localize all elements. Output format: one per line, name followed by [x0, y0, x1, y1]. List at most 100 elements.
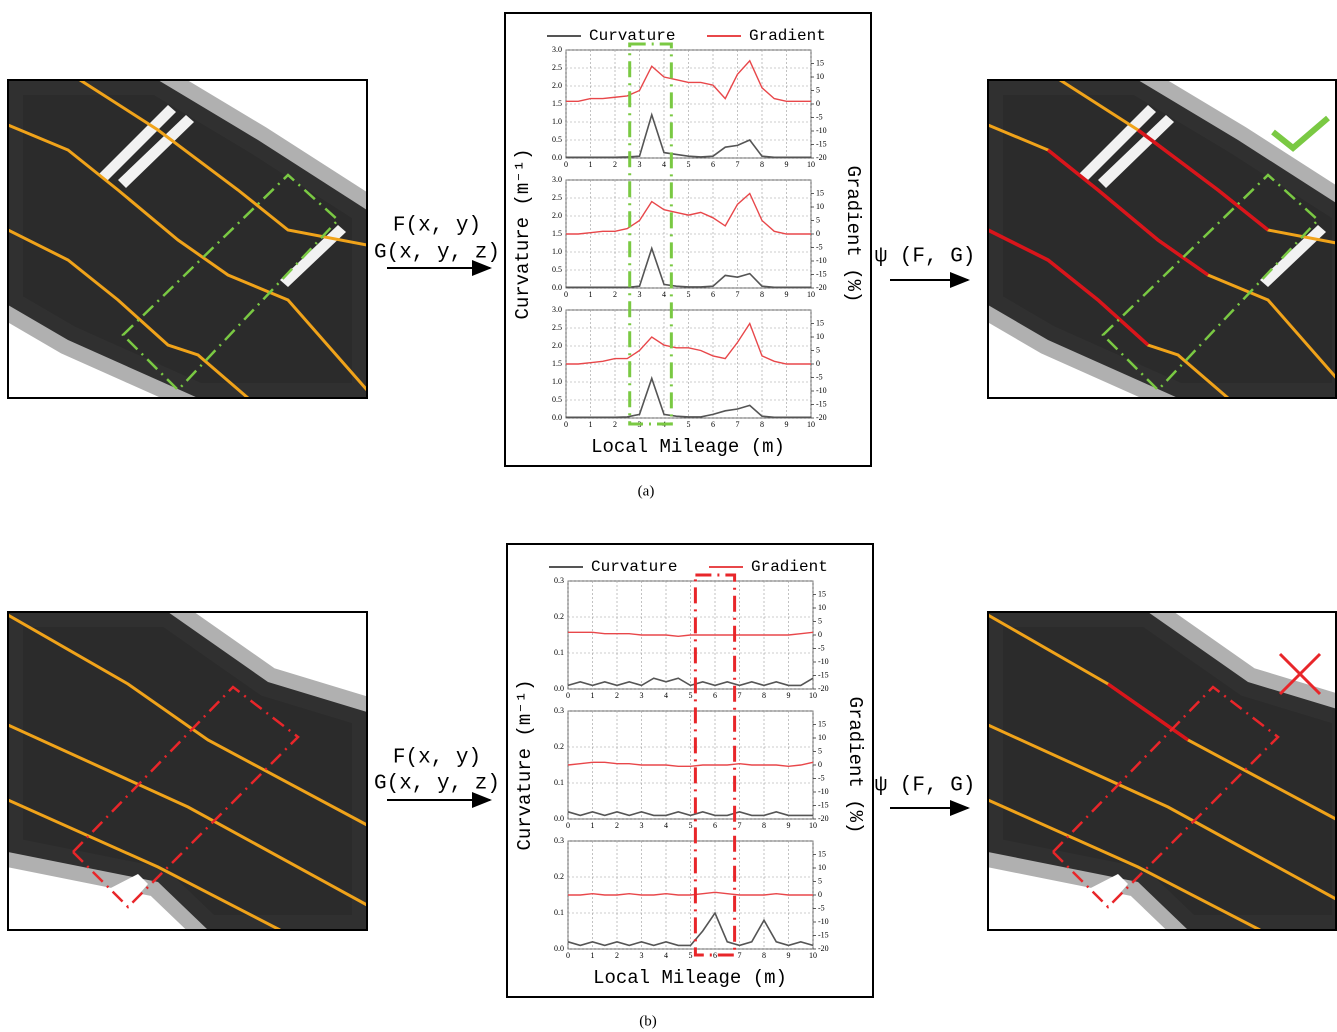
y2-tick-label: 0 — [816, 99, 820, 108]
y-tick-label: 0.5 — [552, 395, 562, 404]
legend-label: Curvature — [589, 27, 675, 45]
x-tick-label: 2 — [615, 691, 619, 700]
crosswalk — [118, 115, 194, 188]
x-axis-label: Local Mileage (m) — [591, 436, 785, 458]
crosswalk — [1098, 115, 1174, 188]
y2-tick-label: 15 — [818, 719, 826, 728]
x-tick-label: 6 — [713, 821, 717, 830]
lane-line — [8, 613, 367, 827]
image-border — [987, 611, 1337, 931]
image-content — [8, 80, 367, 398]
input-image — [7, 611, 368, 931]
check-mark — [1271, 115, 1330, 152]
y-tick-label: 0.2 — [554, 872, 564, 881]
x-tick-label: 4 — [664, 951, 668, 960]
y2-tick-label: 10 — [818, 863, 826, 872]
x-tick-label: 8 — [760, 420, 764, 429]
region-box — [71, 685, 300, 909]
gradient-line — [566, 59, 811, 102]
x-tick-label: 0 — [564, 420, 568, 429]
y2-tick-label: 5 — [816, 345, 820, 354]
x-tick-label: 5 — [689, 821, 693, 830]
y2-tick-label: 10 — [818, 733, 826, 742]
y2-tick-label: 0 — [816, 229, 820, 238]
x-tick-label: 7 — [738, 821, 742, 830]
road-surface — [8, 80, 367, 398]
x-tick-label: 9 — [787, 951, 791, 960]
x-axis-label: Local Mileage (m) — [593, 967, 787, 989]
x-tick-label: 7 — [736, 160, 740, 169]
x-tick-label: 4 — [662, 290, 666, 299]
y2-tick-label: -15 — [816, 139, 827, 148]
gradient-line — [568, 891, 813, 896]
road-gap — [1083, 874, 1128, 907]
x-tick-label: 5 — [687, 420, 691, 429]
road-texture — [988, 80, 1336, 398]
x-tick-label: 2 — [613, 420, 617, 429]
y-tick-label: 0.0 — [554, 814, 564, 823]
y2-tick-label: 5 — [818, 876, 822, 885]
region-box — [121, 173, 340, 392]
y-tick-label: 1.0 — [552, 247, 562, 256]
y-tick-label: 0.0 — [554, 684, 564, 693]
region-box — [1051, 685, 1280, 909]
caption: (a) — [638, 483, 655, 499]
legend-label: Gradient — [751, 558, 828, 576]
y2-tick-label: -15 — [816, 399, 827, 408]
x-tick-label: 8 — [762, 951, 766, 960]
detected-segment — [1046, 148, 1210, 277]
subplot: 0 1 2 3 4 5 6 7 8 9 100.00.51.01.52.02.53.0-20-15-… — [552, 305, 827, 429]
x-tick-label: 5 — [689, 951, 693, 960]
lane-line — [988, 798, 1261, 930]
x-tick-label: 1 — [589, 420, 593, 429]
y-tick-label: 0.0 — [552, 153, 562, 162]
curvature-line — [566, 112, 811, 159]
x-tick-label: 6 — [711, 160, 715, 169]
lane-line — [8, 123, 367, 391]
y-tick-label: 1.0 — [552, 117, 562, 126]
y2-tick-label: 5 — [818, 746, 822, 755]
y2-tick-label: -15 — [816, 269, 827, 278]
x-tick-label: 9 — [785, 420, 789, 429]
y2-tick-label: 5 — [816, 85, 820, 94]
arrow-label: G(x, y, z) — [374, 242, 500, 265]
y2-tick-label: -15 — [818, 800, 829, 809]
y2-axis-label: Gradient (%) — [844, 697, 866, 834]
y-tick-label: 2.5 — [552, 63, 562, 72]
road-texture — [988, 612, 1336, 930]
x-tick-label: 1 — [589, 160, 593, 169]
y-tick-label: 2.0 — [552, 211, 562, 220]
subplot: 0 1 2 3 4 5 6 7 8 9 10 0.0 0.1 0.2 0.3 -20 -15 -10 -5 0 5 10 1… — [554, 576, 829, 700]
x-tick-label: 3 — [640, 951, 644, 960]
y-tick-label: 0.5 — [552, 135, 562, 144]
y-tick-label: 2.5 — [552, 323, 562, 332]
x-tick-label: 1 — [589, 290, 593, 299]
subplot: 0 1 2 3 4 5 6 7 8 9 100.00.51.01.52.02.53.0-20-15-… — [552, 45, 827, 169]
x-tick-label: 6 — [711, 420, 715, 429]
x-tick-label: 9 — [787, 821, 791, 830]
lane-line — [79, 80, 367, 247]
y-tick-label: 2.0 — [552, 341, 562, 350]
x-tick-label: 9 — [787, 691, 791, 700]
arrow-label: F(x, y) — [393, 747, 481, 770]
subplot: 0 1 2 3 4 5 6 7 8 9 100.00.51.01.52.02.53.0-20-15-… — [552, 175, 827, 299]
y2-tick-label: 15 — [816, 188, 824, 197]
y2-tick-label: -5 — [816, 112, 823, 121]
y-tick-label: 2.5 — [552, 193, 562, 202]
y2-axis-label: Gradient (%) — [842, 166, 864, 303]
x-tick-label: 7 — [736, 420, 740, 429]
x-tick-label: 10 — [809, 821, 817, 830]
y-tick-label: 0.2 — [554, 612, 564, 621]
lane-line — [8, 723, 367, 907]
x-tick-label: 1 — [591, 821, 595, 830]
x-tick-label: 0 — [566, 951, 570, 960]
x-tick-label: 6 — [713, 691, 717, 700]
x-tick-label: 10 — [807, 160, 815, 169]
y2-tick-label: 15 — [818, 589, 826, 598]
curvature-line — [567, 810, 813, 817]
road-texture — [8, 612, 367, 930]
y-tick-label: 0.0 — [552, 413, 562, 422]
x-tick-label: 1 — [591, 951, 595, 960]
